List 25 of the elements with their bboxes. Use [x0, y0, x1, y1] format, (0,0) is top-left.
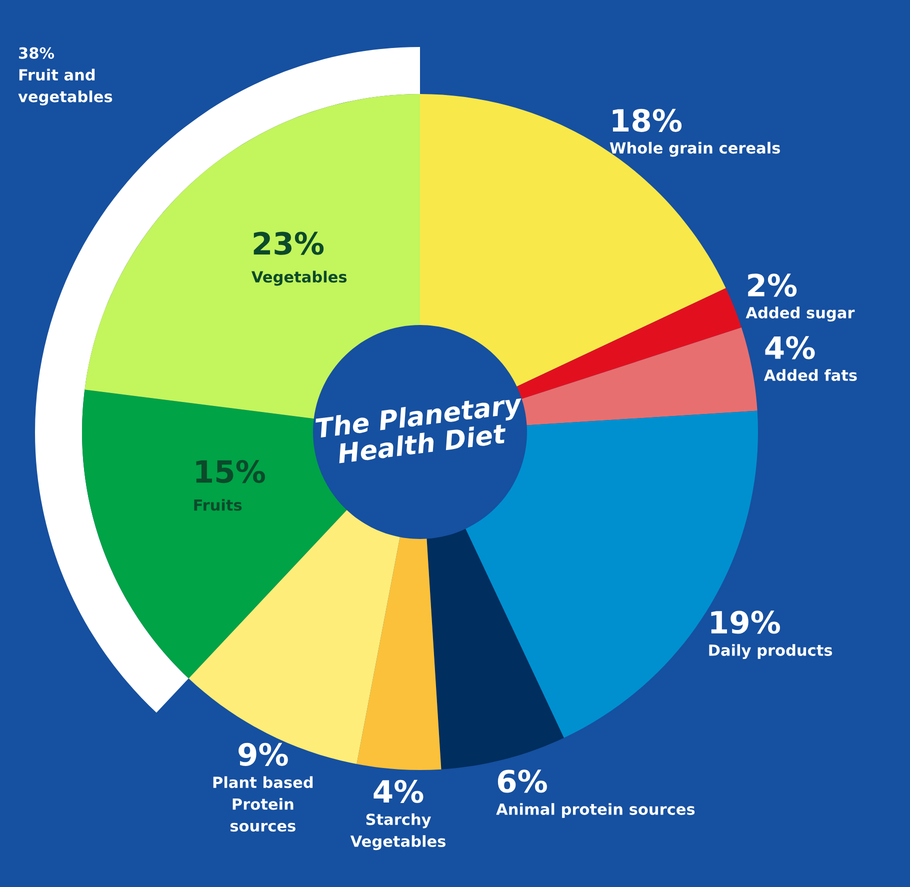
donut-slice [188, 510, 400, 764]
data-label: 4% [765, 336, 815, 360]
slice-label: Animal protein sources [496, 803, 695, 818]
slice-label: Fruits [194, 498, 242, 511]
data-label: 18% [612, 108, 682, 132]
slice-label: Whole grain cereals [610, 142, 780, 157]
donut-slice [516, 288, 742, 399]
data-label: 6% [498, 770, 547, 793]
slice-label: Daily products [709, 644, 832, 660]
data-label: 19% [711, 610, 780, 634]
text: 38% Fruit and vegetables [18, 47, 112, 106]
slice-label: Added fats [764, 369, 857, 381]
donut-slice [522, 328, 758, 426]
slice-label: Added sugar [746, 306, 855, 322]
text: The Planetary Health Diet [315, 392, 524, 464]
slice-label: Vegetables [251, 270, 347, 286]
data-label: 9% [238, 742, 288, 766]
data-label: 23% [254, 232, 324, 255]
data-label: 15% [196, 460, 265, 484]
donut-slice [356, 537, 442, 770]
slice-label: Plant based Protein sources [213, 776, 313, 832]
slice-label: Starchy Vegetables [350, 813, 446, 850]
donut-slice [426, 528, 564, 770]
data-label: 4% [374, 780, 424, 803]
data-label: 2% [748, 274, 797, 297]
